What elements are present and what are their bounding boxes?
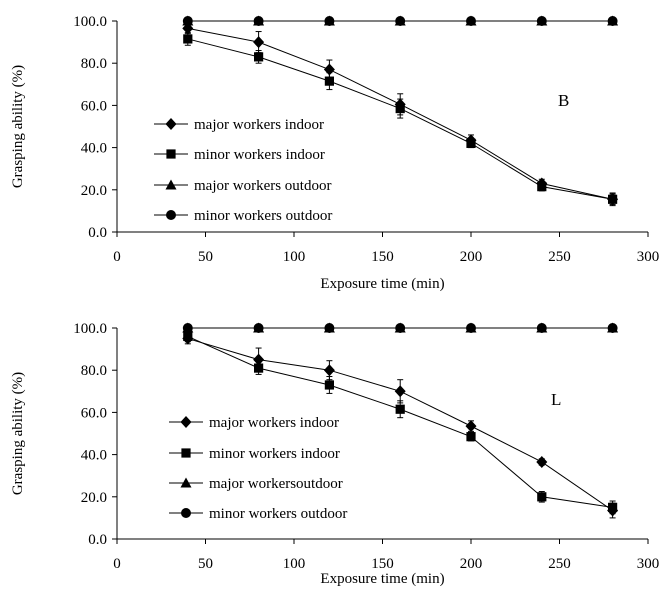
data-point-square [466, 432, 476, 442]
data-point-diamond [394, 385, 406, 398]
data-point-square [608, 194, 618, 204]
legend-label: minor workers indoor [194, 147, 325, 163]
legend-marker-circle [181, 508, 191, 518]
y-tick-label: 60.0 [81, 405, 107, 421]
legend-marker-square [181, 448, 191, 458]
legend-label: major workersoutdoor [209, 476, 343, 492]
x-tick-label: 100 [283, 249, 306, 265]
y-axis-title: Grasping ability (%) [10, 372, 26, 495]
legend-label: major workers indoor [194, 117, 324, 133]
y-tick-label: 0.0 [88, 532, 107, 548]
legend-marker-triangle [165, 179, 177, 190]
y-tick-label: 40.0 [81, 448, 107, 464]
data-point-circle [607, 16, 618, 26]
y-tick-label: 80.0 [81, 363, 107, 379]
data-point-square [608, 502, 618, 512]
series-diamond [182, 332, 619, 519]
y-tick-label: 20.0 [81, 183, 107, 199]
x-axis-title: Exposure time (min) [320, 571, 444, 587]
legend-label: minor workers indoor [209, 446, 340, 462]
x-tick-label: 200 [460, 249, 483, 265]
series-circle [182, 323, 618, 333]
data-point-diamond [253, 36, 265, 49]
data-point-circle [536, 323, 547, 333]
data-point-square [395, 103, 405, 114]
x-tick-label: 100 [283, 556, 306, 572]
x-axis-title: Exposure time (min) [320, 276, 444, 292]
legend-marker-circle [166, 210, 176, 220]
data-point-square [324, 76, 334, 86]
data-point-circle [466, 16, 476, 26]
data-point-square [324, 380, 334, 390]
legend-marker-diamond [180, 416, 192, 428]
data-point-diamond [323, 364, 335, 377]
series-circle [182, 16, 618, 26]
x-tick-label: 150 [371, 249, 394, 265]
data-point-circle [466, 323, 476, 333]
data-point-square [254, 363, 264, 373]
x-tick-label: 0 [113, 556, 121, 572]
x-tick-label: 50 [198, 556, 213, 572]
data-point-diamond [253, 353, 265, 366]
data-point-square [254, 52, 264, 62]
data-point-circle [324, 16, 335, 26]
data-point-square [395, 404, 405, 414]
chart-panel-b: 0.0 20.0 40.0 60.0 80.0 100.0 0 50 100 150 200 250 3… [10, 14, 659, 292]
legend-label: minor workers outdoor [194, 208, 332, 224]
x-tick-label: 150 [371, 556, 394, 572]
x-tick-label: 200 [460, 556, 483, 572]
data-point-circle [182, 16, 193, 26]
data-point-square [183, 331, 193, 342]
legend: major workers indoor minor workers indoor… [154, 117, 332, 224]
data-point-circle [324, 323, 335, 333]
y-tick-label: 100.0 [73, 321, 107, 337]
y-tick-label: 0.0 [88, 225, 107, 241]
data-point-square [183, 34, 193, 44]
panel-label: L [551, 390, 561, 409]
data-point-circle [395, 16, 406, 26]
y-tick-label: 100.0 [73, 14, 107, 30]
y-tick-label: 20.0 [81, 490, 107, 506]
legend-marker-square [166, 149, 176, 159]
data-point-square [466, 138, 476, 148]
x-tick-label: 0 [113, 249, 121, 265]
data-point-circle [253, 323, 264, 333]
data-point-circle [607, 323, 618, 333]
data-point-circle [395, 323, 406, 333]
data-point-square [537, 182, 547, 192]
legend-marker-diamond [165, 118, 177, 130]
series-square [183, 32, 618, 207]
x-tick-label: 300 [637, 556, 660, 572]
legend-label: major workers indoor [209, 415, 339, 431]
x-tick-label: 250 [548, 249, 571, 265]
y-tick-label: 80.0 [81, 56, 107, 72]
x-tick-label: 250 [548, 556, 571, 572]
data-point-circle [253, 16, 264, 26]
legend: major workers indoor minor workers indoor… [169, 415, 347, 522]
data-point-diamond [536, 455, 548, 468]
x-tick-label: 50 [198, 249, 213, 265]
data-point-circle [182, 323, 193, 333]
legend-label: major workers outdoor [194, 178, 331, 194]
panel-label: B [558, 91, 569, 110]
chart-panel-l: 0.0 20.0 40.0 60.0 80.0 100.0 0 50 100 150 200 250 3… [10, 321, 659, 587]
data-point-diamond [465, 420, 477, 433]
data-point-circle [536, 16, 547, 26]
y-tick-label: 40.0 [81, 141, 107, 157]
x-tick-label: 300 [637, 249, 660, 265]
y-axis-title: Grasping ability (%) [10, 65, 26, 188]
y-tick-label: 60.0 [81, 98, 107, 114]
legend-marker-triangle [180, 477, 192, 488]
legend-label: minor workers outdoor [209, 506, 347, 522]
data-point-square [537, 492, 547, 502]
